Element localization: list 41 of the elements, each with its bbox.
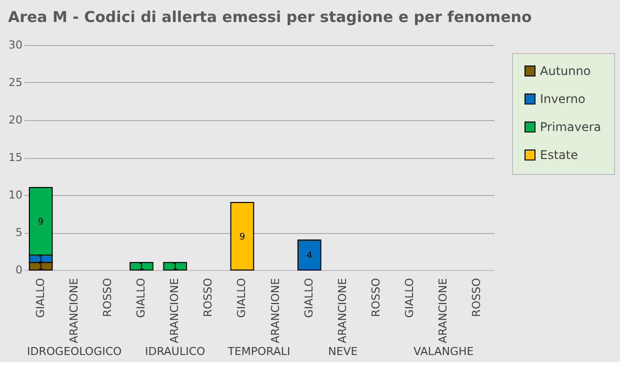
x-tick-label: ARANCIONE bbox=[336, 278, 349, 344]
legend-label: Primavera bbox=[540, 120, 602, 134]
bar bbox=[230, 202, 254, 270]
y-tick-label: 10 bbox=[8, 188, 22, 202]
data-label: 1 bbox=[38, 262, 44, 272]
x-tick-label: ARANCIONE bbox=[67, 278, 80, 344]
x-tick-label: ARANCIONE bbox=[268, 278, 282, 344]
text: TEMPORALI bbox=[226, 345, 290, 358]
y-tick-label: 5 bbox=[16, 226, 22, 239]
x-tick-label: GIALLO bbox=[302, 278, 316, 318]
x-tick-label: ROSSO bbox=[202, 278, 215, 317]
data-label: 9 bbox=[239, 232, 246, 242]
y-tick-label: 15 bbox=[8, 151, 22, 164]
bar bbox=[130, 262, 154, 270]
bar bbox=[297, 240, 322, 270]
y-tick-label: 30 bbox=[8, 38, 22, 52]
bar bbox=[163, 262, 187, 270]
legend-label: Autunno bbox=[540, 64, 591, 78]
chart-title: Area M - Codici di allerta emessi per stagione e per fenomeno bbox=[8, 8, 532, 26]
x-tick-label: GIALLO bbox=[403, 278, 416, 318]
data-label: 9 bbox=[38, 217, 44, 228]
x-tick-label: ROSSO bbox=[100, 278, 114, 317]
x-tick-label: ROSSO bbox=[470, 278, 484, 317]
legend-label: Estate bbox=[540, 148, 578, 162]
text: VALANGHE bbox=[414, 345, 474, 358]
text: IDROGEOLOGICO bbox=[27, 345, 122, 358]
data-label: 1 bbox=[138, 262, 144, 272]
x-tick-label: GIALLO bbox=[235, 278, 248, 318]
y-tick-label: 20 bbox=[8, 114, 22, 126]
legend-label: Inverno bbox=[540, 92, 586, 106]
data-label: 4 bbox=[306, 251, 312, 261]
text: IDRAULICO bbox=[144, 345, 206, 358]
x-tick-label: GIALLO bbox=[134, 278, 148, 318]
x-tick-label: ARANCIONE bbox=[436, 278, 450, 344]
x-tick-label: GIALLO bbox=[34, 278, 47, 318]
text: NEVE bbox=[328, 345, 358, 358]
x-tick-label: ARANCIONE bbox=[168, 278, 182, 344]
y-tick-label: 0 bbox=[16, 264, 22, 276]
x-tick-label: ROSSO bbox=[370, 278, 382, 317]
y-tick-label: 25 bbox=[8, 76, 22, 89]
data-label: 1 bbox=[172, 262, 178, 272]
